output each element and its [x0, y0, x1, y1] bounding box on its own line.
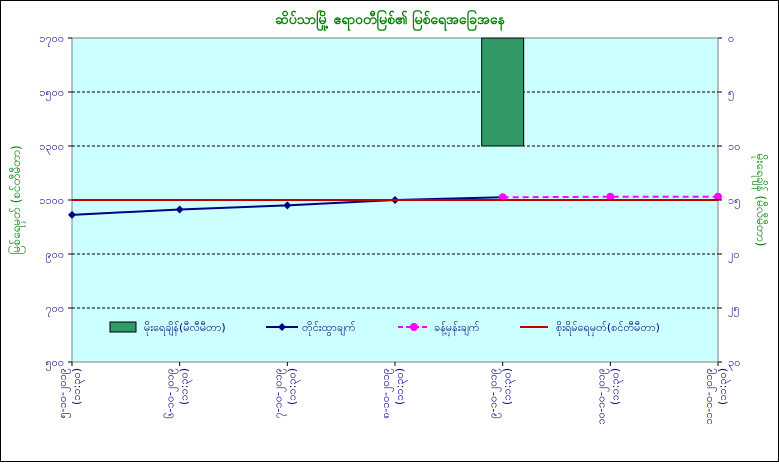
x-tick-label-time: (၁၁:၃၀): [70, 368, 85, 405]
forecast-point: [714, 192, 722, 201]
x-tick-label-time: (၁၁:၃၀): [393, 368, 408, 405]
x-tick-label-date: ၅-၁၀-၂၀၁၉: [56, 368, 71, 418]
x-tick-label-date: ၁၀-၁၀-၂၀၁၉: [594, 368, 609, 425]
right-tick-label: ၂၅: [728, 302, 740, 317]
x-tick-label-date: ၈-၁၀-၂၀၁၉: [379, 368, 394, 419]
legend-swatch-bar: [109, 321, 137, 333]
legend-swatch-marker: [278, 323, 286, 331]
left-tick-label: ၅၀၀: [45, 356, 64, 371]
x-tick-label-date: ၆-၁၀-၂၀၁၉: [164, 368, 179, 418]
observed-point: [68, 210, 76, 219]
chart-title: ဆိပ်သာမြို့ ဧရာဝတီမြစ်၏ မြစ်ရေအခြေအနေ: [275, 10, 505, 31]
x-tick-label-time: (၁၁:၃၀): [178, 368, 193, 405]
x-tick-label-date: ၇-၁၀-၂၀၁၉: [271, 368, 286, 418]
right-tick-label: ၂၀: [728, 248, 740, 263]
left-tick-label: ၁၇၀၀: [39, 32, 64, 47]
legend-label: စိုးရိမ်ရေမှတ်(စင်တီမီတာ): [556, 321, 660, 336]
observed-point: [175, 205, 184, 214]
left-tick-label: ၁၅၀၀: [39, 86, 64, 101]
bar-series: [481, 37, 525, 147]
legend: မိုးရေချိန်(မီလီမီတာ) တိုင်းထွာချက် ခန့်မှ…: [109, 321, 660, 336]
legend-label: မိုးရေချိန်(မီလီမီတာ): [144, 321, 226, 336]
rainfall-bar: [481, 37, 525, 147]
right-tick-label: ၁၀: [728, 140, 740, 153]
right-tick-label: ၁၅: [728, 194, 740, 209]
right-axis-label: မိုးရေချိန် (မီလီမီတာ): [751, 154, 769, 247]
x-tick-label-date: ၁၁-၁၀-၂၀၁၉: [702, 368, 717, 425]
right-tick-label: ၅: [728, 86, 734, 101]
left-tick-label: ၁၁၀၀: [39, 194, 64, 207]
x-tick-label-time: (၁၁:၃၀): [501, 368, 516, 405]
left-axis-label: မြစ်ရေမှတ် (စင်တီမီတာ): [7, 145, 26, 254]
left-tick-label: ၇၀၀: [45, 302, 64, 317]
x-tick-label-date: ၉-၁၀-၂၀၁၉: [487, 368, 502, 418]
legend-label: ခန့်မှန်းချက်: [434, 321, 480, 336]
legend-label: တိုင်းထွာချက်: [302, 321, 356, 336]
legend-swatch-marker: [410, 323, 418, 331]
x-axis-ticks: ၅-၁၀-၂၀၁၉ (၁၁:၃၀) ၆-၁၀-၂၀၁၉ (၁၁:၃၀) ၇-၁၀-၂၀၁…: [56, 362, 731, 425]
left-tick-label: ၁၃၀၀: [39, 140, 64, 155]
right-tick-label: ၃၀: [728, 356, 740, 371]
forecast-line: [502, 195, 718, 199]
forecast-point: [606, 192, 615, 201]
left-tick-label: ၉၀၀: [45, 248, 64, 263]
line-series: [68, 192, 722, 219]
x-tick-label-time: (၁၁:၃၀): [716, 368, 731, 405]
x-tick-label-time: (၁၁:၃၀): [285, 368, 300, 405]
observed-point: [283, 201, 292, 210]
x-tick-label-time: (၁၁:၃၀): [608, 368, 623, 405]
right-tick-label: ၀: [728, 32, 734, 45]
